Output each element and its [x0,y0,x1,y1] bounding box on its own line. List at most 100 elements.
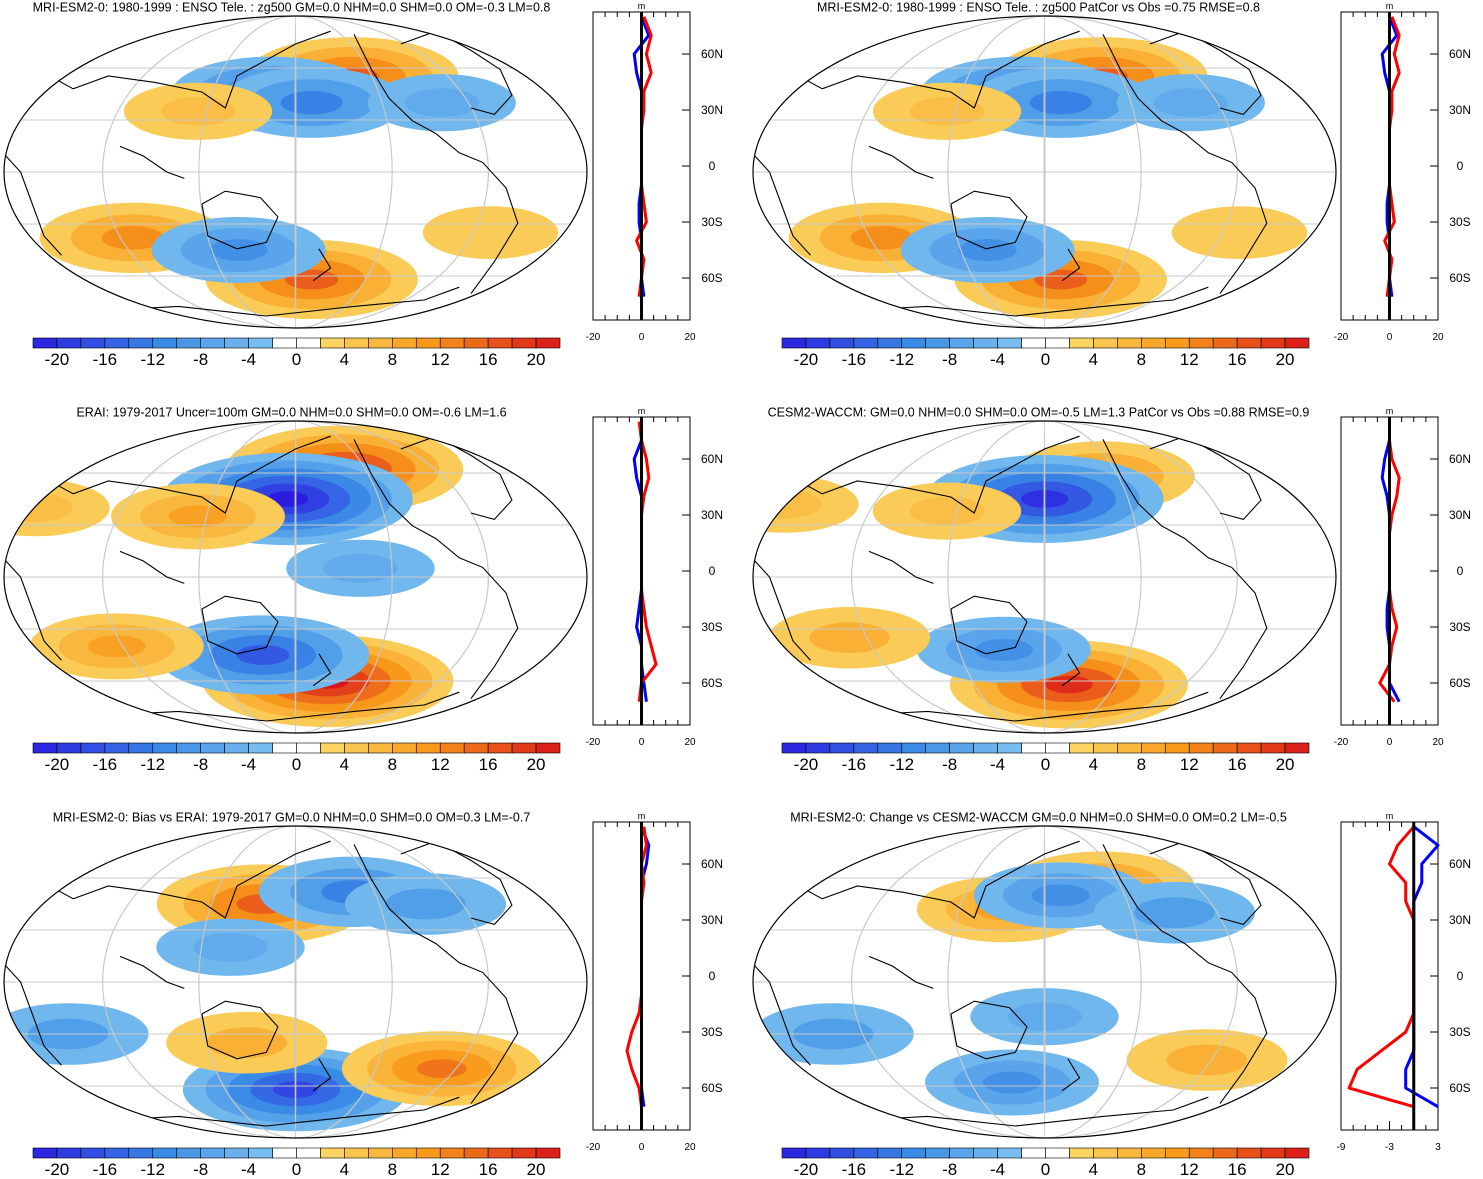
colorbar-bin [511,742,537,754]
colorbar-tick-label: 4 [340,755,349,774]
colorbar-bin [128,1147,154,1159]
colorbar-bin [415,742,441,754]
graticule [4,16,587,328]
coastline [119,691,460,722]
anomaly-contour [4,493,73,522]
colorbar-tick-label: 16 [479,1160,498,1179]
colorbar-bin [973,337,998,349]
colorbar-bin [853,742,879,754]
colorbar-tick-label: 8 [388,350,397,369]
colorbar-bin [535,337,561,349]
colorbar-bin [128,337,154,349]
map-border [752,15,1337,329]
colorbar-bin [1021,337,1046,349]
latitude-tick-label: 0 [709,159,716,173]
anomaly-contour [236,645,290,665]
colorbar: -20 -16 -12 -8 -4 0 4 8 12 16 20 [32,337,561,369]
zonal-profile: -20 0 20 m 60N 30N 0 30S 60S [1334,1,1471,343]
coastline [868,1096,1209,1127]
profile-x-tick-label: 20 [1432,332,1444,343]
colorbar-bin [535,1147,561,1159]
colorbar-bin [320,337,345,349]
colorbar-bin [1284,1147,1310,1159]
colorbar-tick-label: -12 [140,350,165,369]
colorbar-tick-label: 12 [431,755,450,774]
profile-x-tick-label: -20 [586,332,601,343]
coastline [119,145,185,179]
latitude-tick-label: 30S [701,620,722,634]
colorbar: -20 -16 -12 -8 -4 0 4 8 12 16 20 [781,337,1310,369]
colorbar-bin [1021,742,1046,754]
coastline [950,1000,1028,1060]
colorbar-tick-label: 4 [1089,350,1098,369]
colorbar-bin [925,742,950,754]
colorbar-tick-label: 8 [1137,755,1146,774]
colorbar-bin [272,742,297,754]
profile-x-tick-label: -20 [586,737,601,748]
colorbar-bin [176,1147,201,1159]
coastline [353,844,519,1104]
coastline [1102,439,1268,699]
colorbar-tick-label: 20 [1276,755,1295,774]
zonal-profile: -20 0 20 m 60N 30N 0 30S 60S [586,811,723,1153]
colorbar-bin [877,337,903,349]
colorbar-bin [949,1147,974,1159]
longitude-line [947,16,1142,328]
coastline [753,962,811,1066]
profile-x-tick-label: 3 [1435,1142,1441,1153]
longitude-line [947,826,1142,1138]
profile-units: m [1386,1,1394,11]
colorbar-tick-label: -8 [193,755,208,774]
profile-units: m [1386,406,1394,416]
colorbar-bin [925,1147,950,1159]
colorbar-bin [152,742,178,754]
latitude-tick-label: 30N [701,913,723,927]
colorbar-bin [535,742,561,754]
colorbar-tick-label: -20 [45,755,70,774]
profile-model-series [635,16,653,297]
colorbar-tick-label: -8 [942,350,957,369]
colorbar-bin [1021,1147,1046,1159]
colorbar-tick-label: 4 [1089,1160,1098,1179]
colorbar-bin [248,337,273,349]
colorbar-tick-label: 0 [1041,350,1050,369]
colorbar-bin [829,742,855,754]
colorbar-bin [439,742,465,754]
coastline [753,840,1080,919]
coastline [868,286,1209,317]
panel-2: MRI-ESM2-0: 1980-1999 : ENSO Tele. : zg5… [752,0,1471,369]
anomaly-contour [416,1059,467,1079]
latitude-tick-label: 30S [701,215,722,229]
latitude-tick-label: 30N [701,508,723,522]
colorbar-bin [176,337,201,349]
latitude-tick-label: 60S [701,271,722,285]
colorbar-bin [80,337,106,349]
profile-x-tick-label: 20 [1432,737,1444,748]
colorbar-tick-label: 8 [1137,1160,1146,1179]
longitude-line [1043,421,1046,733]
coastline [4,557,62,661]
colorbar-bin [32,742,58,754]
map-field [4,421,587,733]
map-border [3,825,588,1139]
longitude-line [294,16,297,328]
colorbar-tick-label: -4 [990,1160,1005,1179]
latitude-tick-label: 30S [1449,215,1470,229]
coastline [119,1096,460,1127]
colorbar-tick-label: -20 [794,755,819,774]
colorbar-bin [1045,1147,1070,1159]
colorbar-bin [805,337,831,349]
coastline [1061,653,1081,687]
colorbar-bin [1284,742,1310,754]
colorbar-bin [368,337,393,349]
latitude-tick-label: 30S [1449,1025,1470,1039]
colorbar-tick-label: 12 [431,350,450,369]
panel-6: MRI-ESM2-0: Change vs CESM2-WACCM GM=0.0… [752,810,1471,1179]
colorbar: -20 -16 -12 -8 -4 0 4 8 12 16 20 [781,1147,1310,1179]
coastlines [4,840,519,1127]
colorbar-bin [200,742,225,754]
colorbar-bin [1164,742,1190,754]
colorbar-tick-label: 16 [479,350,498,369]
coastline [868,145,934,179]
colorbar-bin [368,742,393,754]
